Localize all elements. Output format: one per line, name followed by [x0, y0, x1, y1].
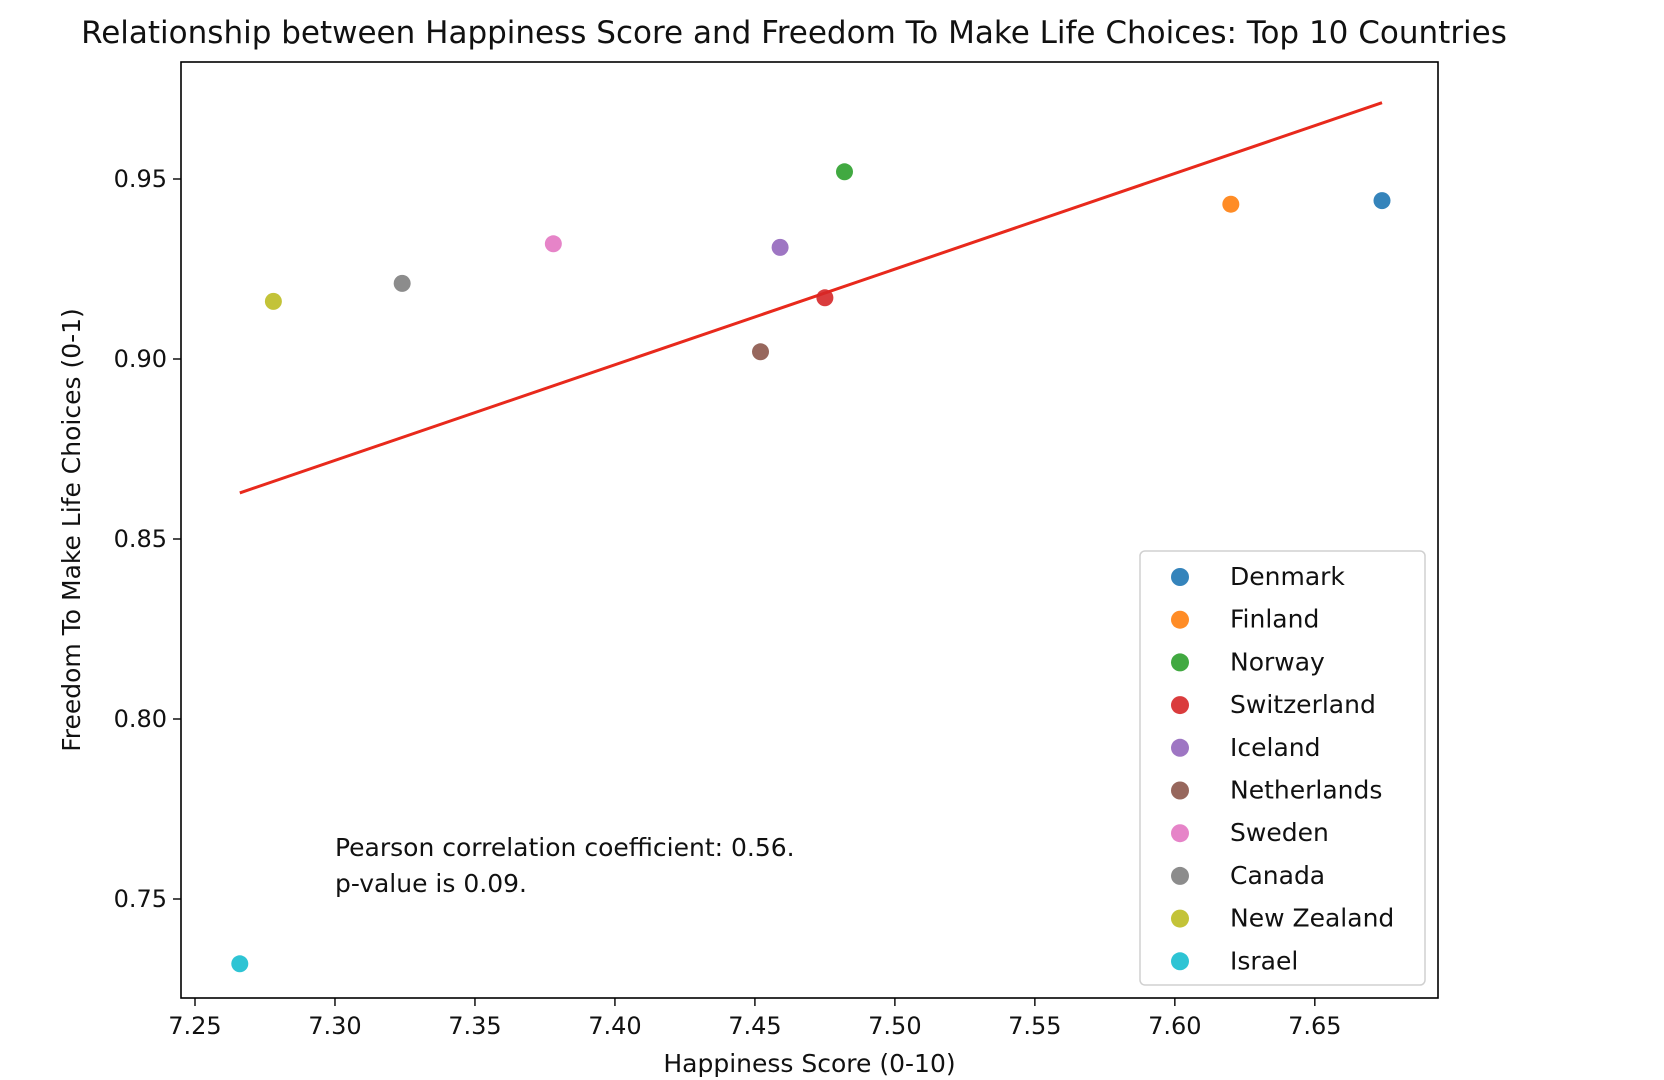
legend-box — [1139, 550, 1426, 986]
data-point-switzerland — [816, 289, 834, 307]
legend-marker — [1171, 952, 1189, 971]
data-point-iceland — [771, 238, 789, 256]
data-point-sweden — [544, 235, 562, 253]
legend-label: Canada — [1230, 861, 1325, 890]
y-tick-label: 0.80 — [114, 705, 167, 733]
plot-layer — [231, 101, 1391, 973]
x-tick-label: 7.50 — [868, 1012, 921, 1040]
data-point-netherlands — [752, 343, 770, 361]
x-tick-label: 7.35 — [448, 1012, 501, 1040]
x-tick-label: 7.60 — [1148, 1012, 1201, 1040]
legend-label: Sweden — [1230, 818, 1329, 847]
y-tick-label: 0.95 — [114, 165, 167, 193]
x-axis-label: Happiness Score (0-10) — [663, 1049, 955, 1078]
legend-label: Israel — [1230, 946, 1298, 975]
chart-title: Relationship between Happiness Score and… — [81, 15, 1507, 51]
regression-line — [239, 101, 1383, 495]
legend-label: Switzerland — [1230, 690, 1376, 719]
data-point-new-zealand — [264, 292, 282, 310]
legend-label: Denmark — [1230, 562, 1345, 591]
data-point-denmark — [1373, 192, 1391, 210]
data-point-israel — [231, 955, 249, 973]
legend-marker — [1171, 610, 1189, 629]
data-point-finland — [1222, 195, 1240, 213]
x-tick-label: 7.40 — [588, 1012, 641, 1040]
data-point-canada — [393, 274, 411, 292]
legend-marker — [1171, 653, 1189, 672]
legend-marker — [1171, 909, 1189, 928]
x-tick-label: 7.65 — [1288, 1012, 1341, 1040]
legend-label: Finland — [1230, 605, 1319, 634]
legend-marker — [1171, 696, 1189, 715]
legend-marker — [1171, 568, 1189, 586]
x-tick-label: 7.30 — [308, 1012, 361, 1040]
p-value-annotation: p-value is 0.09. — [335, 869, 527, 898]
y-tick-label: 0.85 — [114, 525, 167, 553]
y-tick-label: 0.90 — [114, 345, 167, 373]
y-axis-label: Freedom To Make Life Choices (0-1) — [57, 308, 86, 752]
legend-marker — [1171, 781, 1189, 800]
legend-label: Iceland — [1230, 733, 1320, 762]
x-tick-label: 7.45 — [728, 1012, 781, 1040]
legend: Denmark Finland Norway Switzerland Iceland Ne… — [1139, 550, 1426, 986]
pearson-annotation: Pearson correlation coefficient: 0.56. — [335, 833, 795, 862]
legend-label: Norway — [1230, 647, 1325, 676]
y-tick-label: 0.75 — [114, 885, 167, 913]
x-tick-label: 7.25 — [168, 1012, 221, 1040]
legend-marker — [1171, 866, 1189, 885]
legend-marker — [1171, 738, 1189, 757]
legend-label: Netherlands — [1230, 776, 1382, 805]
x-tick-label: 7.55 — [1008, 1012, 1061, 1040]
data-point-norway — [835, 163, 853, 181]
plot-frame — [180, 61, 1439, 999]
legend-label: New Zealand — [1230, 904, 1394, 933]
legend-marker — [1171, 824, 1189, 843]
